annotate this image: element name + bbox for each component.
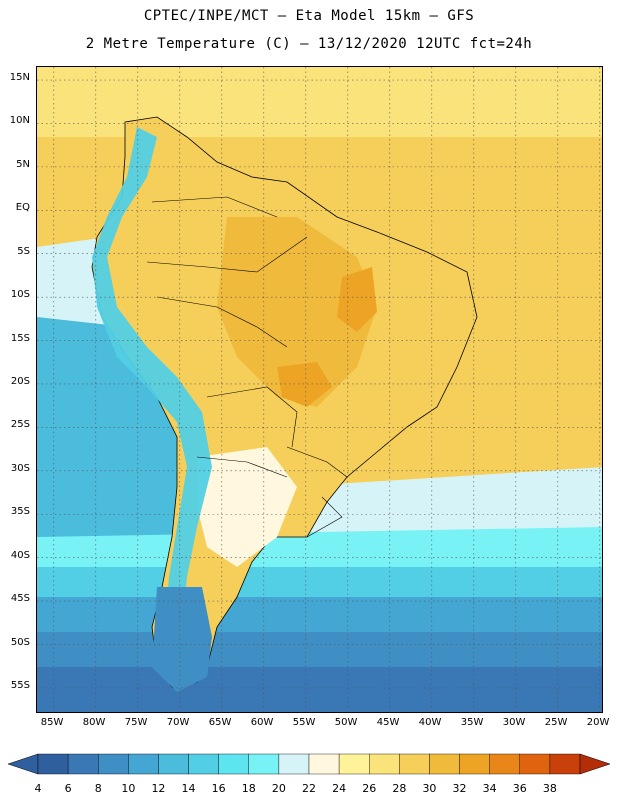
latitude-label: 30S [10, 462, 30, 474]
longitude-label: 70W [166, 717, 190, 728]
longitude-label: 65W [208, 717, 232, 728]
interior-hot-core-north [337, 267, 377, 332]
colorbar-swatch [459, 753, 490, 775]
south-teal-band [37, 597, 602, 637]
temperature-map[interactable] [36, 66, 603, 713]
latitude-label: 5N [16, 158, 30, 170]
longitude-label: 30W [502, 717, 526, 728]
colorbar-swatch [218, 753, 249, 775]
colorbar-tick-label: 14 [182, 782, 196, 795]
colorbar-swatch [98, 753, 129, 775]
longitude-label: 85W [40, 717, 64, 728]
map-canvas [37, 67, 602, 712]
central-brazil-hot-region [217, 217, 377, 407]
south-atlantic-pale-band [287, 467, 602, 537]
latitude-label: 5S [17, 245, 30, 257]
colorbar-tick-label: 4 [35, 782, 42, 795]
latitude-label: 25S [10, 419, 30, 431]
latitude-label: 10N [9, 115, 30, 127]
longitude-label: 40W [418, 717, 442, 728]
latitude-label: 35S [10, 506, 30, 518]
longitude-label: 25W [544, 717, 568, 728]
latitude-label: EQ [15, 202, 30, 214]
colorbar-tick-label: 12 [151, 782, 165, 795]
colorbar-tick-label: 38 [543, 782, 557, 795]
colorbar-swatch [158, 753, 189, 775]
colorbar-tick-label: 20 [272, 782, 286, 795]
longitude-label: 80W [82, 717, 106, 728]
colorbar-tick-label: 34 [483, 782, 497, 795]
andes-cold-strip [92, 127, 212, 667]
colorbar-tick-label: 10 [121, 782, 135, 795]
colorbar-swatch [549, 753, 581, 775]
colorbar-swatch [489, 753, 520, 775]
colorbar-tick-label: 22 [302, 782, 316, 795]
colorbar-swatch [399, 753, 430, 775]
longitude-label: 50W [334, 717, 358, 728]
interior-hot-core-south [277, 362, 332, 407]
colorbar-swatch [278, 753, 310, 775]
colorbar-tick-label: 16 [212, 782, 226, 795]
title-line-2: 2 Metre Temperature (C) – 13/12/2020 12U… [85, 36, 533, 52]
colorbar-swatch [338, 753, 370, 775]
colorbar-swatch [37, 753, 69, 775]
colorbar-tick-label: 30 [422, 782, 436, 795]
colorbar-swatch [308, 753, 340, 775]
colorbar-tick-label: 6 [65, 782, 72, 795]
latitude-label: 10S [10, 289, 30, 301]
latitude-label: 40S [10, 549, 30, 561]
colorbar-tick-label: 24 [332, 782, 346, 795]
north-atlantic-band [37, 67, 602, 137]
temperature-colorbar: 4 6 8 10 12 14 16 18 20 22 24 26 28 30 32 34 36 38 [7, 753, 611, 795]
longitude-label: 60W [250, 717, 274, 728]
colorbar-tick-label: 26 [362, 782, 376, 795]
colorbar-swatch [519, 753, 551, 775]
title-line-1: CPTEC/INPE/MCT – Eta Model 15km – GFS [143, 8, 475, 24]
south-deep-blue-band [37, 667, 602, 712]
colorbar-swatch [67, 753, 99, 775]
longitude-label: 35W [460, 717, 484, 728]
colorbar-tick-label: 18 [242, 782, 256, 795]
colorbar-swatch [248, 753, 280, 775]
longitude-label: 45W [376, 717, 400, 728]
longitude-label: 55W [292, 717, 316, 728]
latitude-label: 55S [10, 679, 30, 691]
latitude-label: 50S [10, 636, 30, 648]
colorbar-tick-label: 8 [95, 782, 102, 795]
colorbar-tick-label: 28 [392, 782, 406, 795]
south-blue-band [37, 632, 602, 672]
country-borders [146, 196, 348, 538]
colorbar-max-arrow [579, 753, 611, 775]
colorbar-tick-label: 36 [513, 782, 527, 795]
latitude-label: 20S [10, 375, 30, 387]
colorbar-swatch [429, 753, 460, 775]
longitude-label: 75W [124, 717, 148, 728]
latitude-label: 45S [10, 593, 30, 605]
colorbar-swatch [188, 753, 219, 775]
colorbar-min-arrow [7, 753, 39, 775]
latitude-label: 15N [9, 72, 30, 84]
colorbar-swatch [128, 753, 159, 775]
latitude-label: 15S [10, 332, 30, 344]
longitude-label: 20W [586, 717, 610, 728]
colorbar-tick-label: 32 [453, 782, 467, 795]
colorbar-swatch [369, 753, 400, 775]
patagonia-cold-region [152, 587, 212, 692]
lat-lon-grid [37, 67, 602, 712]
